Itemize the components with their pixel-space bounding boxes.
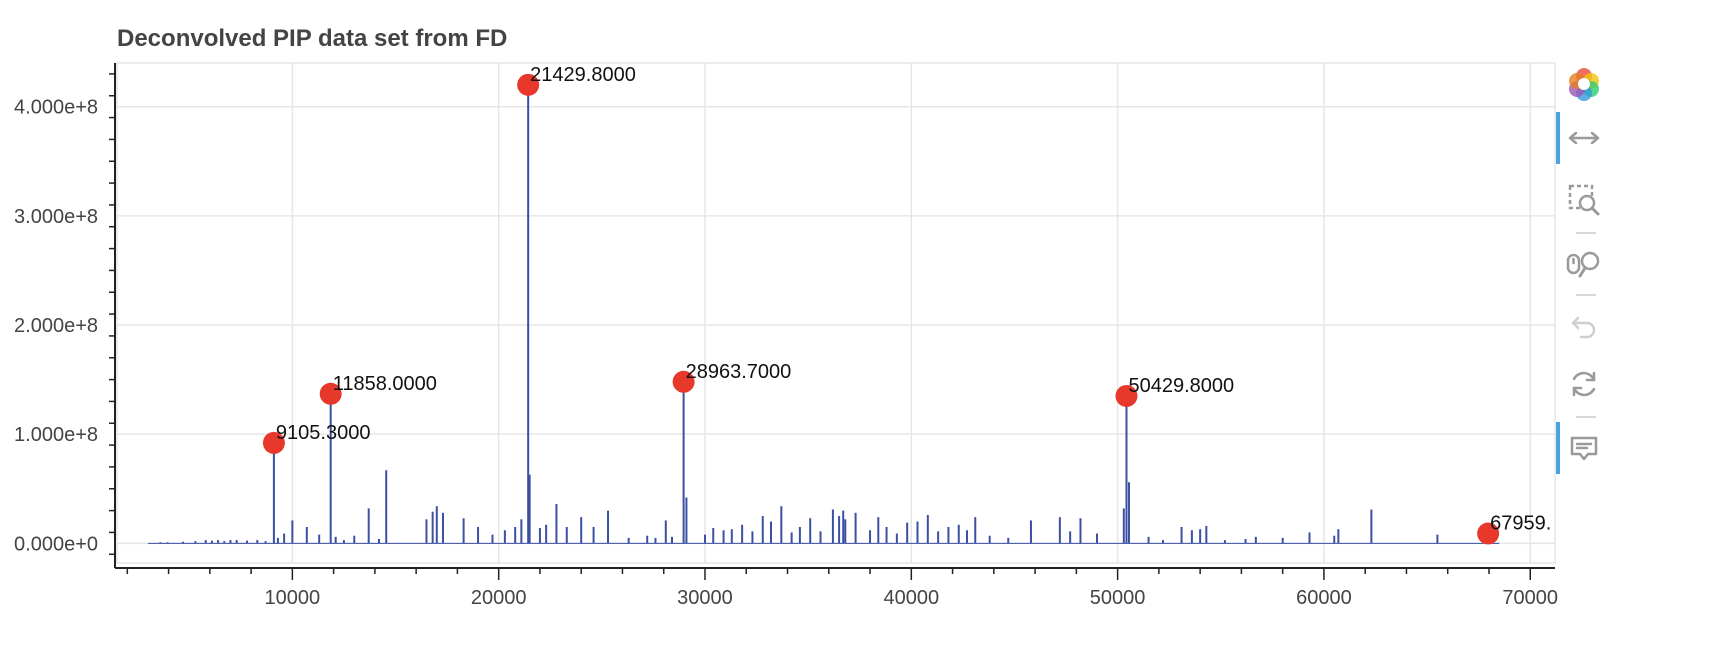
peak-label: 50429.8000	[1128, 375, 1234, 397]
toolbar-separator	[1576, 416, 1596, 418]
undo-tool[interactable]	[1556, 300, 1612, 352]
x-axis: 10000 20000 30000 40000 50000 60000 70000	[115, 567, 1558, 609]
x-tick-label: 40000	[883, 587, 939, 609]
x-tick-label: 30000	[677, 587, 733, 609]
speech-bubble-icon	[1570, 436, 1598, 461]
peak-marker[interactable]	[517, 73, 540, 96]
toolbar-separator	[1576, 232, 1596, 234]
peak-label: 11858.0000	[333, 373, 437, 395]
wheel-zoom-tool[interactable]	[1556, 238, 1612, 290]
plot-frame	[116, 62, 1556, 564]
chart-title: Deconvolved PIP data set from FD	[117, 25, 507, 52]
bokeh-logo-icon[interactable]	[1556, 58, 1612, 110]
peak-markers[interactable]: 9105.3000 11858.0000 21429.8000 28963.7000 5…	[262, 64, 1551, 545]
box-zoom-tool[interactable]	[1556, 174, 1612, 226]
y-axis: 0.000e+0 1.000e+8 2.000e+8 3.000e+8 4.000e+8	[14, 63, 116, 568]
peak-marker[interactable]	[262, 431, 285, 454]
peak-marker[interactable]	[1115, 384, 1138, 407]
x-tick-label: 50000	[1090, 587, 1146, 609]
spectrum	[147, 84, 1500, 544]
reset-icon	[1572, 371, 1596, 397]
x-tick-label: 70000	[1502, 587, 1558, 609]
peak-label: 9105.3000	[276, 422, 371, 444]
peak-marker[interactable]	[672, 370, 695, 393]
peak-label: 67959.	[1490, 513, 1551, 535]
horizontal-arrows-icon	[1568, 131, 1600, 145]
grid	[117, 63, 1555, 563]
y-tick-label: 3.000e+8	[14, 206, 98, 228]
undo-icon	[1571, 316, 1596, 339]
reset-tool[interactable]	[1556, 358, 1612, 410]
peak-label: 28963.7000	[686, 361, 792, 383]
wheel-zoom-icon	[1566, 251, 1600, 278]
x-tick-label: 60000	[1296, 587, 1352, 609]
y-tick-label: 0.000e+0	[14, 533, 98, 555]
peak-marker[interactable]	[319, 382, 342, 405]
toolbar	[1556, 58, 1612, 498]
x-tick-label: 20000	[471, 587, 527, 609]
hover-tool[interactable]	[1556, 422, 1612, 474]
x-tick-label: 10000	[265, 587, 321, 609]
peak-label: 21429.8000	[530, 64, 636, 86]
y-tick-label: 2.000e+8	[14, 315, 98, 337]
toolbar-separator	[1576, 294, 1596, 296]
y-tick-label: 4.000e+8	[14, 97, 98, 119]
y-tick-label: 1.000e+8	[14, 424, 98, 446]
peak-marker[interactable]	[1477, 522, 1500, 545]
box-zoom-icon	[1568, 184, 1600, 216]
pan-tool[interactable]	[1556, 112, 1612, 164]
